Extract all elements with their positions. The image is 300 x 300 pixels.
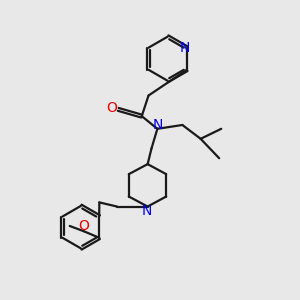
Text: N: N [179, 41, 190, 55]
Text: O: O [106, 100, 117, 115]
Text: N: N [142, 204, 152, 218]
Text: O: O [78, 219, 89, 233]
Text: N: N [153, 118, 163, 132]
